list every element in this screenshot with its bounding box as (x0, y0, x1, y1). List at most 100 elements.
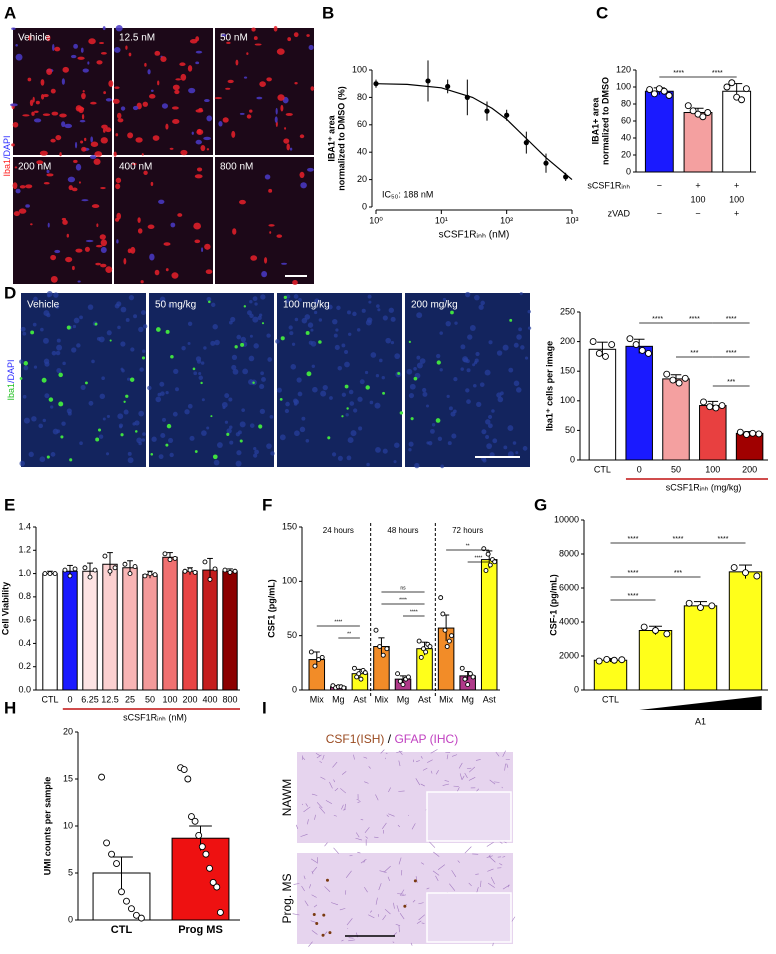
nucleus (238, 430, 242, 435)
fiber (341, 804, 344, 810)
nucleus (466, 399, 471, 404)
bar (162, 556, 178, 691)
cell (46, 173, 54, 177)
point (504, 112, 510, 118)
nucleus (130, 347, 135, 352)
data-point (102, 553, 108, 559)
cell (65, 256, 73, 263)
x-tick-label: Ast (483, 694, 497, 704)
bar (202, 569, 218, 691)
cell (195, 36, 200, 42)
fiber (346, 918, 353, 926)
nucleus (50, 451, 56, 457)
bar (625, 345, 653, 461)
x-tick-label: Mix (310, 694, 324, 704)
nucleus (346, 455, 352, 461)
panel-letter: F (262, 495, 272, 514)
microglia (94, 322, 98, 326)
cell (100, 186, 106, 190)
cell (289, 147, 293, 151)
microglia (261, 322, 265, 325)
y-tick-label: 10 (63, 820, 73, 830)
microglia (58, 372, 63, 378)
cell (170, 222, 176, 228)
nucleus (242, 368, 249, 375)
cell (239, 199, 246, 205)
panel-letter: E (4, 495, 15, 514)
cell (115, 133, 119, 137)
microglia (243, 305, 247, 308)
fiber (319, 761, 323, 763)
cell (150, 89, 154, 92)
nucleus (336, 305, 341, 311)
y-tick-label: 0.6 (18, 615, 31, 625)
data-point (107, 568, 113, 574)
fiber (499, 863, 503, 866)
fiber (320, 776, 326, 780)
nucleus (289, 331, 294, 336)
nucleus (460, 344, 466, 350)
cell (157, 80, 160, 86)
nucleus (96, 337, 101, 341)
nucleus (366, 462, 370, 467)
microglia (280, 336, 285, 341)
microglia (141, 356, 146, 360)
fiber (457, 860, 460, 863)
nucleus (120, 367, 124, 371)
microglia (85, 381, 88, 385)
y-tick-label: 250 (560, 306, 575, 316)
data-point (706, 403, 714, 411)
fiber (312, 866, 318, 873)
microglia (413, 376, 418, 381)
nucleus (453, 376, 458, 382)
nucleus (365, 319, 372, 326)
y-tick-label: 15 (63, 773, 73, 783)
cell (249, 109, 253, 113)
nucleus (445, 320, 451, 327)
nucleus (472, 363, 476, 367)
data-point (632, 341, 640, 349)
nucleus (473, 383, 477, 388)
cell (75, 105, 83, 112)
fiber (325, 800, 333, 805)
data-point (103, 839, 111, 847)
x-axis-label: sCSF1Rᵢₙₕ (nM) (123, 712, 187, 722)
fiber (382, 822, 387, 830)
cell (50, 88, 56, 94)
y-tick-label: 20 (63, 726, 73, 736)
nucleus (270, 451, 275, 456)
cell (154, 50, 161, 56)
nucleus (285, 401, 290, 407)
nucleus (375, 374, 380, 378)
cell (141, 153, 144, 156)
nucleus (52, 428, 59, 435)
nucleus (350, 430, 357, 437)
data-point (492, 559, 498, 565)
nucleus (370, 352, 377, 358)
cell (194, 174, 203, 179)
fiber (468, 766, 476, 773)
cell (77, 56, 85, 60)
nucleus (20, 326, 26, 332)
fiber (316, 754, 322, 759)
cell (85, 239, 94, 243)
nucleus (447, 441, 452, 446)
nucleus (301, 317, 308, 324)
nucleus (133, 314, 138, 319)
cell (88, 38, 96, 45)
fiber (301, 803, 303, 806)
microglia (41, 377, 47, 383)
significance-label: **** (334, 619, 342, 625)
microglia (170, 355, 174, 359)
y-tick-label: 0 (68, 914, 73, 924)
y-tick-label: 6000 (559, 582, 579, 592)
fiber (360, 859, 367, 864)
y-axis-label: IBA1+ area (590, 97, 600, 145)
cell (130, 246, 136, 254)
cell (50, 138, 56, 143)
bar (480, 559, 498, 691)
cell (264, 174, 271, 180)
cell (204, 99, 210, 103)
fiber (502, 884, 510, 890)
cell (154, 269, 160, 276)
